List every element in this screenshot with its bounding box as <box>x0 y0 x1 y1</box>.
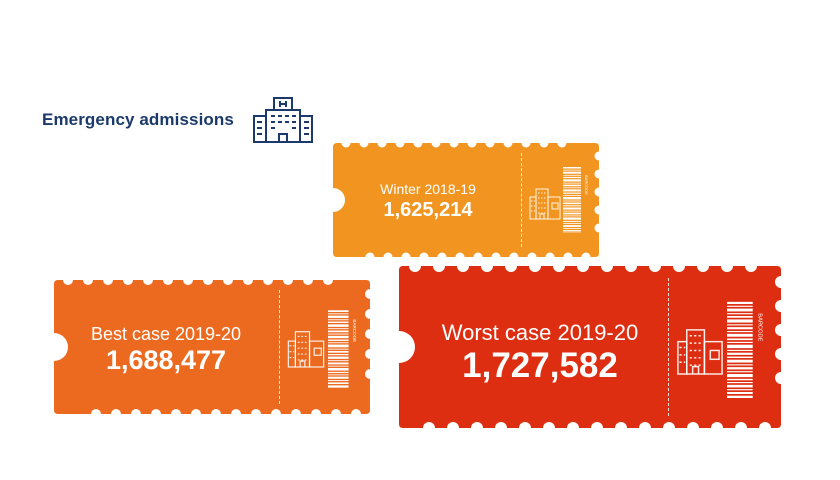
page-title: Emergency admissions <box>42 110 234 129</box>
ticket-label: Worst case 2019-20 <box>441 320 639 345</box>
ticket-text: Winter 2018-19 1,625,214 <box>363 181 493 222</box>
hospital-building-icon <box>287 331 325 368</box>
ticket-perforation <box>521 153 522 247</box>
ticket-label: Winter 2018-19 <box>380 181 476 197</box>
hospital-building-icon <box>529 188 561 220</box>
hospital-building-icon <box>252 97 313 143</box>
ticket-text: Best case 2019-20 1,688,477 <box>84 324 248 376</box>
barcode-text: BARCODE <box>352 319 357 342</box>
ticket-perforation <box>279 290 280 404</box>
ticket-value: 1,625,214 <box>383 199 473 221</box>
ticket-shape <box>54 280 370 414</box>
ticket-value: 1,727,582 <box>462 346 618 385</box>
ticket-winter: Winter 2018-19 1,625,214 BARCODE <box>333 143 599 257</box>
barcode-text: BARCODE <box>756 313 762 341</box>
ticket-shape <box>399 266 781 428</box>
barcode-icon: BARCODE <box>563 167 589 233</box>
ticket-best-case: Best case 2019-20 1,688,477 BARCODE <box>54 280 370 414</box>
ticket-worst-case: Worst case 2019-20 1,727,582 BARCODE <box>399 266 781 428</box>
ticket-label: Best case 2019-20 <box>90 324 242 344</box>
barcode-icon: BARCODE <box>328 310 357 388</box>
ticket-text: Worst case 2019-20 1,727,582 <box>435 320 645 386</box>
ticket-value: 1,688,477 <box>105 345 227 375</box>
ticket-perforation <box>668 278 669 416</box>
hospital-building-icon <box>677 329 723 375</box>
ticket-shape <box>333 143 599 257</box>
barcode-text: BARCODE <box>584 175 589 195</box>
barcode-icon: BARCODE <box>727 301 762 398</box>
header: Emergency admissions <box>42 96 314 144</box>
